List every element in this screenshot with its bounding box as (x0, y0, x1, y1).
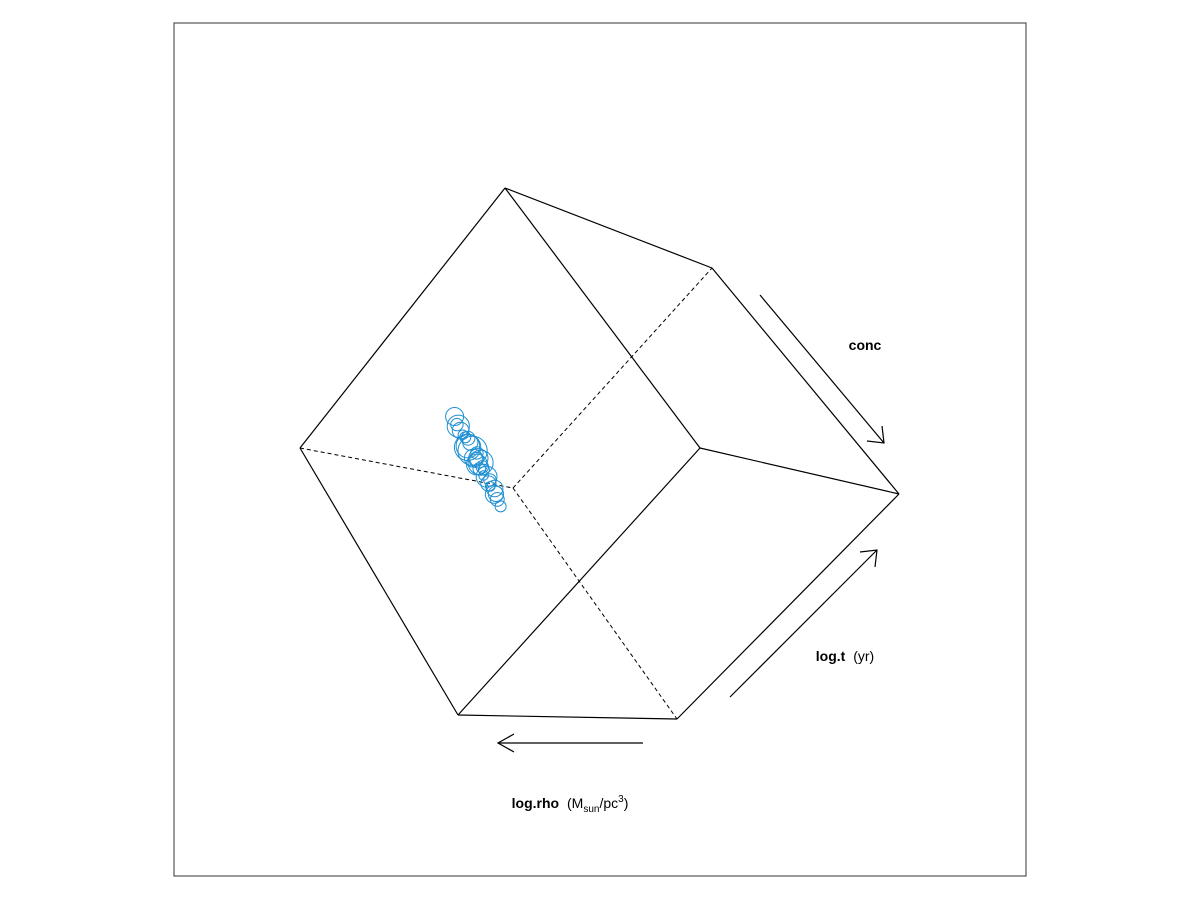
axis-unit-log-rho-sub: sun (583, 804, 599, 815)
data-point (485, 479, 504, 498)
data-point (457, 429, 469, 441)
data-point (445, 407, 465, 426)
axis-unit-log-rho-prefix: M (572, 795, 584, 811)
data-point (494, 500, 507, 513)
plot-frame (173, 22, 1027, 877)
data-point (457, 435, 488, 466)
axis-arrow-log-t (729, 549, 878, 698)
data-point (446, 414, 470, 438)
box-edge-hidden (512, 267, 713, 489)
axis-label-log-rho: log.rho (Msun/pc3) (512, 794, 629, 815)
axis-unit-log-rho-close: ) (624, 795, 629, 811)
axis-arrow-conc (759, 294, 885, 444)
data-point (450, 417, 464, 432)
box-edge (504, 187, 701, 449)
data-points (445, 407, 507, 513)
box-edge (711, 267, 900, 495)
axis-name-conc: conc (849, 337, 882, 353)
box-edge (457, 714, 678, 720)
data-point (469, 451, 485, 467)
axis-unit-log-rho-mid: /pc (599, 795, 618, 811)
box-edge-hidden (512, 487, 678, 720)
data-point (467, 449, 494, 476)
axis-label-conc: conc (849, 337, 882, 353)
axis-name-log-rho: log.rho (512, 795, 559, 811)
axis-unit-log-rho-open: ( (567, 795, 572, 811)
axis-label-log-t: log.t (yr) (816, 648, 874, 664)
box-edge (299, 447, 459, 716)
axis-unit-log-t: (yr) (853, 648, 874, 664)
box-edge (676, 493, 900, 720)
bounding-box (299, 187, 900, 720)
data-point (483, 473, 497, 487)
box-edge-hidden (299, 447, 514, 489)
box-edge (699, 447, 900, 495)
data-point (487, 485, 504, 502)
axis-unit-log-rho-sup: 3 (618, 794, 624, 805)
axis-name-log-t: log.t (816, 648, 846, 664)
data-point (470, 446, 484, 460)
box-edge (504, 187, 713, 269)
axis-arrow-log-rho (496, 733, 643, 753)
box-edge (299, 187, 506, 449)
